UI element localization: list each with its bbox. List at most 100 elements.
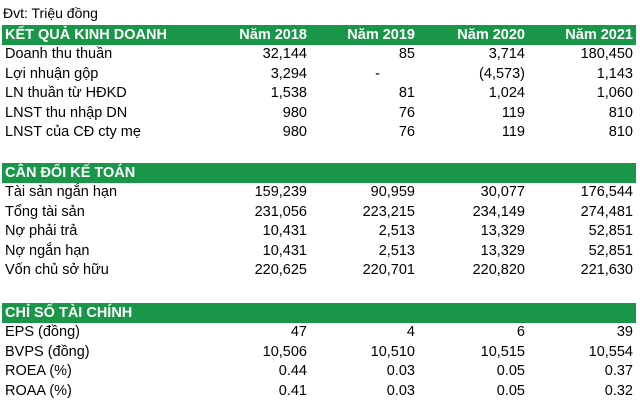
cell-value: 980 <box>282 124 307 140</box>
table-row: LN thuần từ HĐKD 1,538 81 1,024 1,060 <box>2 84 636 104</box>
table-row: Vốn chủ sở hữu 220,625 220,701 220,820 2… <box>2 261 636 281</box>
cell-value: 220,701 <box>362 262 415 278</box>
cell-value: 0.03 <box>386 363 415 379</box>
cell-value: 0.44 <box>278 363 307 379</box>
section-title: CÂN ĐỐI KẾ TOÁN <box>2 163 198 183</box>
table-row: Doanh thu thuần 32,144 85 3,714 180,450 <box>2 45 636 65</box>
cell-value: 234,149 <box>472 203 525 220</box>
table-row: ROEA (%) 0.44 0.03 0.05 0.37 <box>2 362 636 382</box>
row-label: Nợ ngắn hạn <box>5 242 90 259</box>
cell-value: 76 <box>398 104 415 121</box>
cell-value: 10,506 <box>262 343 307 360</box>
section-header: CHỈ SỐ TÀI CHÍNH <box>2 303 636 323</box>
table-row: Tài sản ngắn hạn 159,239 90,959 30,077 1… <box>2 183 636 203</box>
table-row: EPS (đồng) 47 4 6 39 <box>2 323 636 343</box>
cell-value: 32,144 <box>262 46 307 62</box>
cell-value: 85 <box>398 46 415 62</box>
table-row: Nợ phải trả 10,431 2,513 13,329 52,851 <box>2 222 636 242</box>
table-row: LNST của CĐ cty mẹ 980 76 119 810 <box>2 123 636 143</box>
cell-value: 220,820 <box>472 262 525 278</box>
row-label: ROEA (%) <box>5 363 72 379</box>
cell-value: 220,625 <box>254 262 307 278</box>
cell-value: 3,294 <box>270 65 307 82</box>
year-header: Năm 2018 <box>198 25 310 45</box>
year-header <box>418 163 528 183</box>
table-row: Nợ ngắn hạn 10,431 2,513 13,329 52,851 <box>2 242 636 262</box>
cell-value: 10,515 <box>480 343 525 360</box>
cell-value: 0.41 <box>278 382 307 399</box>
row-label: Tài sản ngắn hạn <box>5 184 118 200</box>
row-label: Vốn chủ sở hữu <box>5 262 109 278</box>
cell-value: 52,851 <box>588 223 633 239</box>
cell-value: 2,513 <box>378 242 415 259</box>
section-title: KẾT QUẢ KINH DOANH <box>2 25 198 45</box>
cell-value: 10,510 <box>370 343 415 360</box>
cell-value: 4 <box>406 324 415 340</box>
cell-value: 274,481 <box>580 203 633 220</box>
cell-value: 6 <box>516 324 525 340</box>
year-header <box>418 303 528 323</box>
row-label: ROAA (%) <box>5 382 72 399</box>
cell-value: 180,450 <box>580 46 633 62</box>
cell-value: 10,431 <box>262 223 307 239</box>
section-header: KẾT QUẢ KINH DOANH Năm 2018 Năm 2019 Năm… <box>2 25 636 45</box>
cell-value: 47 <box>290 324 307 340</box>
cell-value: 52,851 <box>588 242 633 259</box>
cell-value: 0.05 <box>496 382 525 399</box>
table-row: BVPS (đồng) 10,506 10,510 10,515 10,554 <box>2 343 636 363</box>
cell-value: 81 <box>398 85 415 101</box>
year-header <box>528 163 636 183</box>
cell-value: 810 <box>608 104 633 121</box>
cell-value: 223,215 <box>362 203 415 220</box>
cell-value: 2,513 <box>378 223 415 239</box>
row-label: Nợ phải trả <box>5 223 78 239</box>
cell-value: 76 <box>398 124 415 140</box>
cell-value: 13,329 <box>480 242 525 259</box>
financial-ratios-table: CHỈ SỐ TÀI CHÍNH EPS (đồng) 47 4 6 39 BV… <box>2 303 636 401</box>
cell-value: 1,143 <box>596 65 633 82</box>
section-title: CHỈ SỐ TÀI CHÍNH <box>2 303 198 323</box>
cell-value: (4,573) <box>479 65 525 82</box>
row-label: LNST thu nhập DN <box>5 104 128 121</box>
table-row: LNST thu nhập DN 980 76 119 810 <box>2 104 636 124</box>
year-header: Năm 2021 <box>528 25 636 45</box>
cell-value: 10,431 <box>262 242 307 259</box>
section-header: CÂN ĐỐI KẾ TOÁN <box>2 163 636 183</box>
row-label: EPS (đồng) <box>5 324 80 340</box>
cell-value: 119 <box>501 104 525 121</box>
year-header <box>198 303 310 323</box>
row-label: Tổng tài sản <box>5 203 85 220</box>
year-header <box>528 303 636 323</box>
year-header: Năm 2020 <box>418 25 528 45</box>
row-label: Doanh thu thuần <box>5 46 113 62</box>
cell-value: 176,544 <box>580 184 633 200</box>
year-header <box>310 303 418 323</box>
cell-value: 30,077 <box>480 184 525 200</box>
income-statement-table: KẾT QUẢ KINH DOANH Năm 2018 Năm 2019 Năm… <box>2 25 636 143</box>
cell-value: 810 <box>608 124 633 140</box>
year-header: Năm 2019 <box>310 25 418 45</box>
row-label: BVPS (đồng) <box>5 343 90 360</box>
row-label: LN thuần từ HĐKD <box>5 85 127 101</box>
cell-value: 0.03 <box>386 382 415 399</box>
table-row: ROAA (%) 0.41 0.03 0.05 0.32 <box>2 382 636 402</box>
unit-label: Đvt: Triệu đồng <box>3 5 98 21</box>
cell-value: 10,554 <box>588 343 633 360</box>
cell-value: 1,024 <box>488 85 525 101</box>
cell-value: 1,060 <box>596 85 633 101</box>
cell-value: 159,239 <box>254 184 307 200</box>
cell-value: 119 <box>501 124 525 140</box>
cell-value: 39 <box>616 324 633 340</box>
table-row: Lợi nhuận gộp 3,294 - (4,573) 1,143 <box>2 65 636 85</box>
cell-value: - <box>375 65 380 82</box>
cell-value: 0.05 <box>496 363 525 379</box>
cell-value: 231,056 <box>254 203 307 220</box>
balance-sheet-table: CÂN ĐỐI KẾ TOÁN Tài sản ngắn hạn 159,239… <box>2 163 636 281</box>
cell-value: 1,538 <box>270 85 307 101</box>
cell-value: 0.37 <box>604 363 633 379</box>
row-label: LNST của CĐ cty mẹ <box>5 124 141 140</box>
cell-value: 221,630 <box>580 262 633 278</box>
year-header <box>310 163 418 183</box>
row-label: Lợi nhuận gộp <box>5 65 99 82</box>
